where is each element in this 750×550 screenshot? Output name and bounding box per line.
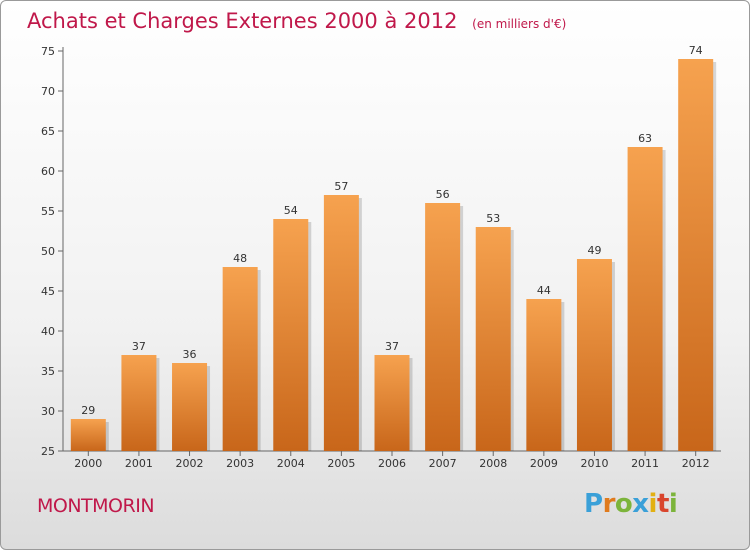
x-tick-label-2012: 2012 — [682, 457, 710, 470]
x-tick-label-2001: 2001 — [125, 457, 153, 470]
value-label-2009: 44 — [537, 284, 551, 297]
y-tick-label: 75 — [41, 45, 55, 58]
bar-2004 — [273, 219, 309, 451]
x-tick-label-2000: 2000 — [74, 457, 102, 470]
x-tick-label-2009: 2009 — [530, 457, 558, 470]
x-tick-label-2002: 2002 — [176, 457, 204, 470]
logo-letter: i — [668, 489, 678, 519]
x-tick-label-2010: 2010 — [580, 457, 608, 470]
y-tick-label: 30 — [41, 405, 55, 418]
bar-2010 — [576, 259, 612, 451]
x-tick-label-2004: 2004 — [277, 457, 305, 470]
value-label-2002: 36 — [183, 348, 197, 361]
value-label-2006: 37 — [385, 340, 399, 353]
value-label-2011: 63 — [638, 132, 652, 145]
chart-title: Achats et Charges Externes 2000 à 2012 (… — [27, 9, 566, 33]
x-tick-label-2005: 2005 — [327, 457, 355, 470]
logo-letter: P — [584, 489, 603, 519]
y-tick-label: 70 — [41, 85, 55, 98]
chart-unit: (en milliers d'€) — [472, 17, 567, 31]
x-tick-label-2008: 2008 — [479, 457, 507, 470]
x-tick-label-2011: 2011 — [631, 457, 659, 470]
value-label-2012: 74 — [689, 44, 703, 57]
logo-letter: x — [632, 489, 649, 519]
x-tick-label-2006: 2006 — [378, 457, 406, 470]
bar-2009 — [526, 299, 562, 451]
proxiti-logo: Proxiti — [584, 489, 678, 519]
y-tick-label: 25 — [41, 445, 55, 458]
bar-2011 — [627, 147, 663, 451]
y-tick-label: 45 — [41, 285, 55, 298]
y-tick-label: 60 — [41, 165, 55, 178]
y-tick-label: 40 — [41, 325, 55, 338]
logo-letter: r — [602, 489, 616, 519]
bar-2000 — [70, 419, 106, 451]
bar-2012 — [678, 59, 714, 451]
bar-2008 — [475, 227, 511, 451]
bar-2003 — [222, 267, 258, 451]
bar-2007 — [425, 203, 461, 451]
bar-2006 — [374, 355, 410, 451]
value-label-2008: 53 — [486, 212, 500, 225]
y-tick-label: 35 — [41, 365, 55, 378]
value-label-2000: 29 — [81, 404, 95, 417]
logo-letter: o — [614, 489, 633, 519]
logo-letter: i — [648, 489, 658, 519]
logo-letter: t — [656, 489, 669, 519]
bars-group — [70, 59, 717, 451]
y-tick-label: 50 — [41, 245, 55, 258]
chart-title-text: Achats et Charges Externes 2000 à 2012 — [27, 9, 458, 33]
y-tick-label: 65 — [41, 125, 55, 138]
value-label-2007: 56 — [436, 188, 450, 201]
value-label-2004: 54 — [284, 204, 298, 217]
value-label-2003: 48 — [233, 252, 247, 265]
x-tick-label-2007: 2007 — [429, 457, 457, 470]
x-tick-label-2003: 2003 — [226, 457, 254, 470]
bar-2002 — [172, 363, 208, 451]
value-label-2010: 49 — [587, 244, 601, 257]
value-labels-group: 29 37 36 48 54 57 37 56 53 44 49 63 74 — [81, 44, 702, 417]
bar-2005 — [323, 195, 359, 451]
value-label-2005: 57 — [334, 180, 348, 193]
y-tick-label: 55 — [41, 205, 55, 218]
chart-axes: 25 30 35 40 45 50 55 60 65 70 75 2000 2001 2002 2003 20… — [41, 45, 721, 470]
bar-2001 — [121, 355, 157, 451]
value-label-2001: 37 — [132, 340, 146, 353]
city-name: MONTMORIN — [37, 495, 155, 517]
